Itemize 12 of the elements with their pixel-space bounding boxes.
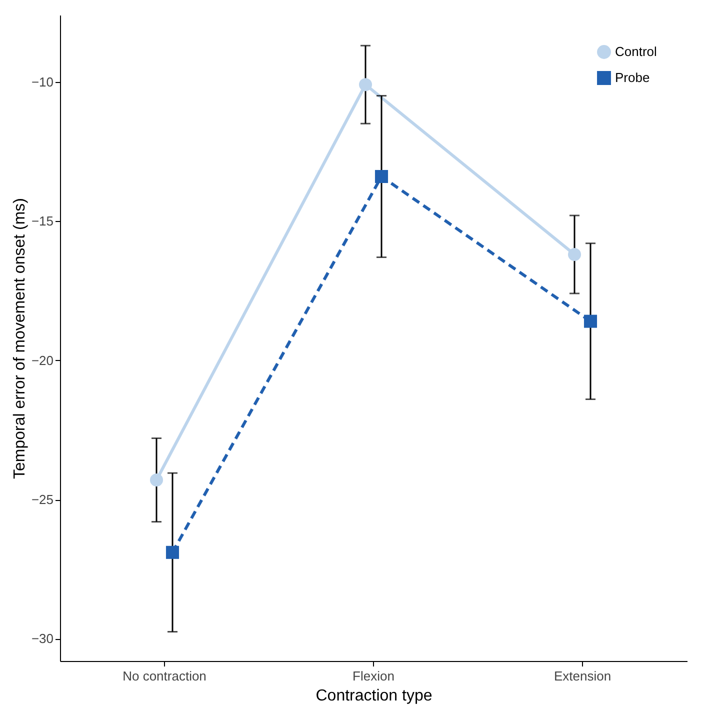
y-tick-label: −30 [31, 631, 54, 646]
legend-label: Probe [615, 70, 650, 85]
x-tick-label: No contraction [122, 668, 206, 684]
y-tick-label: −15 [31, 214, 54, 229]
x-axis-title: Contraction type [316, 688, 432, 704]
y-tick-label: −10 [31, 74, 54, 90]
y-tick-label: −25 [31, 492, 54, 507]
x-tick-label: Flexion [352, 668, 394, 684]
y-tick-label: −20 [31, 352, 54, 368]
x-tick-label: Extension [554, 668, 612, 684]
legend-label: Control [615, 44, 658, 59]
y-axis-title: Temporal error of movement onset (ms) [11, 198, 28, 479]
